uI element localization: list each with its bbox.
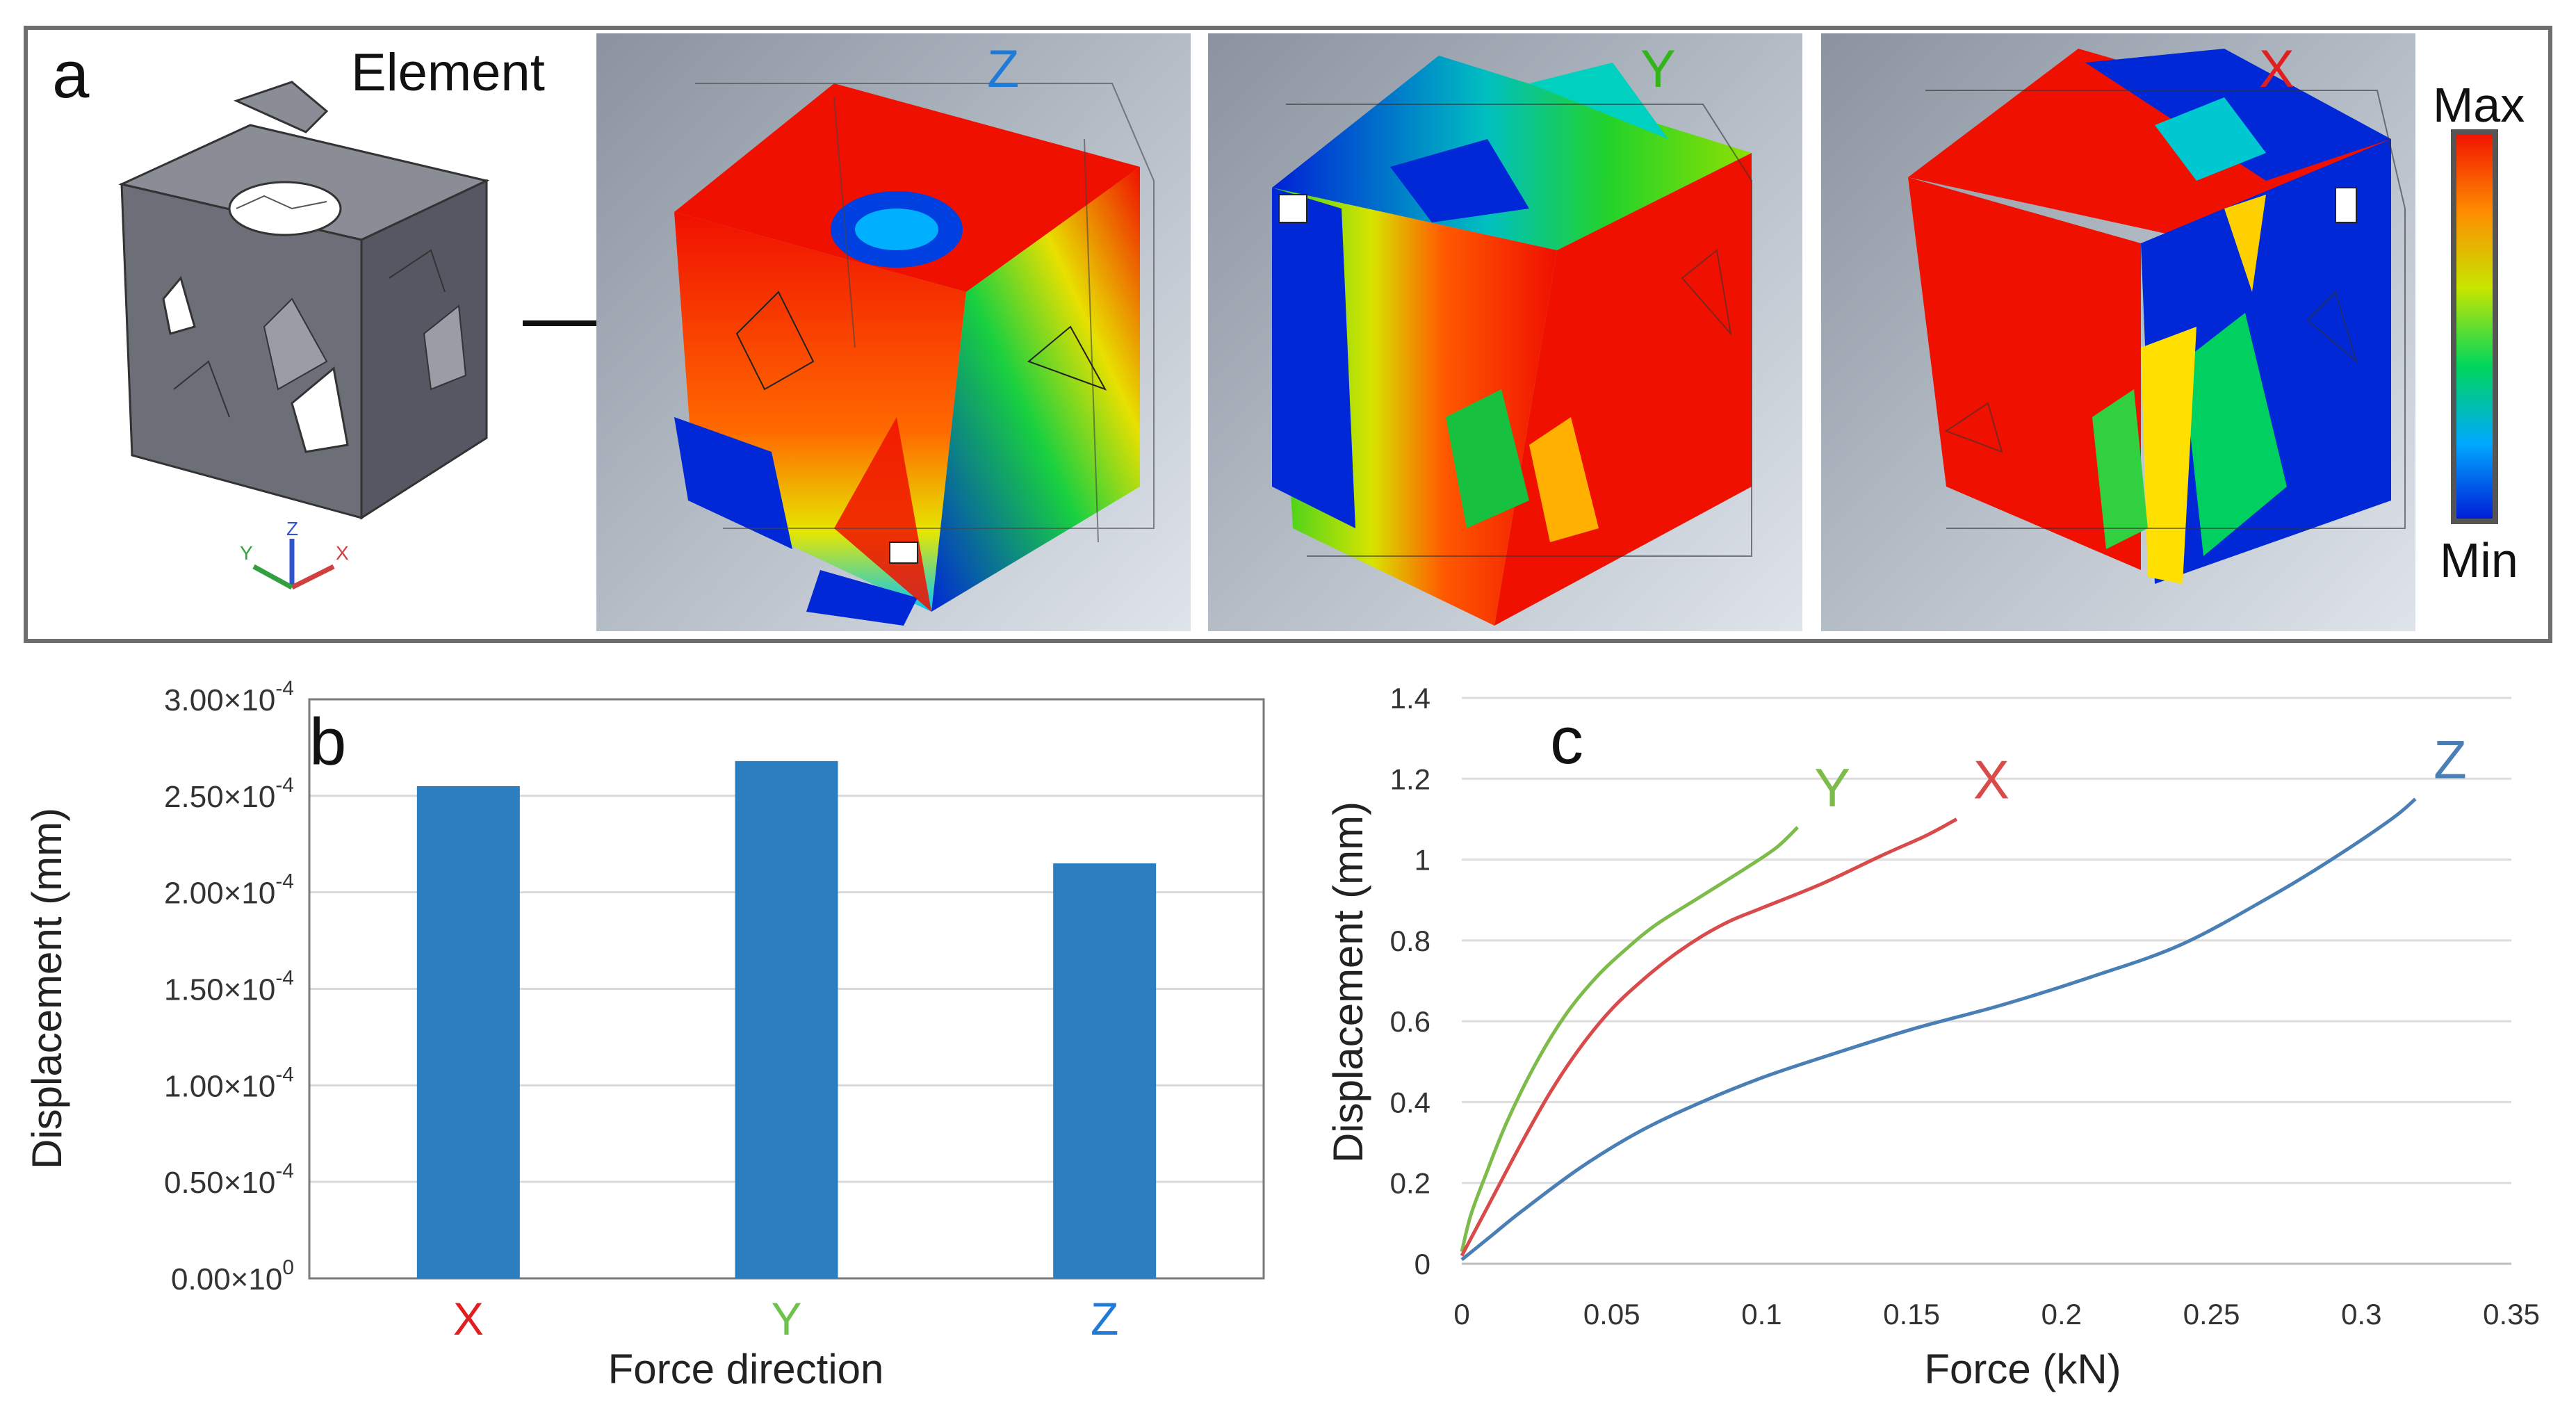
sim-label-y: Y bbox=[1640, 40, 1676, 99]
b-ytick-label: 3.00×10-4 bbox=[164, 677, 294, 717]
c-ytick-label: 0.8 bbox=[1390, 925, 1430, 957]
c-xtick-labels: 0 0.05 0.1 0.15 0.2 0.25 0.3 0.35 bbox=[1453, 1298, 2540, 1330]
b-bars bbox=[416, 760, 1157, 1278]
c-ylabel: Displacement (mm) bbox=[1325, 801, 1371, 1163]
c-xtick-label: 0.15 bbox=[1883, 1298, 1940, 1330]
c-ytick-label: 0.4 bbox=[1390, 1086, 1430, 1118]
triad-x-label: X bbox=[336, 542, 349, 564]
c-ytick-label: 0 bbox=[1415, 1248, 1430, 1280]
panel-b-label: b bbox=[309, 705, 346, 779]
c-ytick-labels: 0 0.2 0.4 0.6 0.8 1 1.2 1.4 bbox=[1390, 682, 1430, 1280]
c-xtick-label: 0.1 bbox=[1741, 1298, 1782, 1330]
b-xtick-label: X bbox=[453, 1293, 484, 1344]
colorbar bbox=[2451, 129, 2498, 524]
c-series-line-x bbox=[1460, 817, 1958, 1257]
triad-z-label: Z bbox=[286, 518, 298, 539]
panel-a: a Element Z X Y bbox=[24, 26, 2552, 643]
b-ytick-label: 2.50×10-4 bbox=[164, 774, 294, 814]
c-xtick-label: 0.3 bbox=[2341, 1298, 2381, 1330]
sim-image-y bbox=[1208, 33, 1802, 631]
c-ytick-label: 1 bbox=[1415, 844, 1430, 877]
c-xtick-label: 0 bbox=[1453, 1298, 1469, 1330]
c-ytick-label: 1.2 bbox=[1390, 763, 1430, 795]
c-xtick-label: 0.2 bbox=[2041, 1298, 2082, 1330]
c-series-lines bbox=[1460, 797, 2417, 1262]
element-title: Element bbox=[351, 43, 545, 102]
c-series-line-y bbox=[1460, 826, 1799, 1253]
sim-label-z: Z bbox=[987, 40, 1019, 99]
c-series-line-z bbox=[1460, 797, 2417, 1262]
panel-c-label: c bbox=[1550, 703, 1583, 778]
legend-min-label: Min bbox=[2440, 533, 2518, 587]
axis-triad-icon: Z X Y bbox=[240, 518, 349, 590]
c-ytick-label: 0.6 bbox=[1390, 1005, 1430, 1038]
c-xlabel: Force (kN) bbox=[1924, 1346, 2121, 1392]
b-ytick-label: 1.50×10-4 bbox=[164, 967, 294, 1007]
sim-image-x bbox=[1821, 33, 2415, 631]
b-xtick-label: Y bbox=[771, 1293, 801, 1344]
panel-a-label: a bbox=[52, 38, 90, 112]
b-ytick-label: 0.00×100 bbox=[171, 1256, 294, 1296]
panel-b: b 0.00×100 0.50×10-4 1.00×10-4 1.50×10-4 2.0… bbox=[24, 677, 1265, 1392]
c-ytick-label: 0.2 bbox=[1390, 1167, 1430, 1200]
c-xtick-label: 0.35 bbox=[2483, 1298, 2540, 1330]
c-series-label-x: X bbox=[1973, 749, 2010, 810]
b-ytick-labels: 0.00×100 0.50×10-4 1.00×10-4 1.50×10-4 2.00×… bbox=[164, 677, 294, 1296]
c-ytick-label: 1.4 bbox=[1390, 682, 1430, 715]
triad-y-label: Y bbox=[240, 542, 253, 564]
b-ytick-label: 1.00×10-4 bbox=[164, 1063, 294, 1103]
b-ytick-label: 2.00×10-4 bbox=[164, 870, 294, 911]
c-series-label-z: Z bbox=[2434, 729, 2467, 790]
b-bar-z bbox=[1053, 863, 1157, 1278]
b-ytick-label: 0.50×10-4 bbox=[164, 1159, 294, 1200]
b-xtick-label: Z bbox=[1091, 1293, 1118, 1344]
b-bar-y bbox=[735, 760, 838, 1278]
color-legend: Max Min bbox=[2433, 78, 2525, 587]
c-xtick-label: 0.25 bbox=[2183, 1298, 2240, 1330]
c-xtick-label: 0.05 bbox=[1583, 1298, 1640, 1330]
sim-image-z bbox=[596, 33, 1191, 631]
c-series-label-y: Y bbox=[1814, 757, 1850, 818]
element-cube-image bbox=[118, 81, 490, 520]
b-bar-x bbox=[416, 786, 520, 1278]
legend-max-label: Max bbox=[2433, 78, 2525, 132]
sim-label-x: X bbox=[2259, 40, 2294, 99]
b-xtick-labels: X Y Z bbox=[453, 1293, 1119, 1344]
b-xlabel: Force direction bbox=[608, 1346, 884, 1392]
b-ylabel: Displacement (mm) bbox=[24, 808, 70, 1169]
